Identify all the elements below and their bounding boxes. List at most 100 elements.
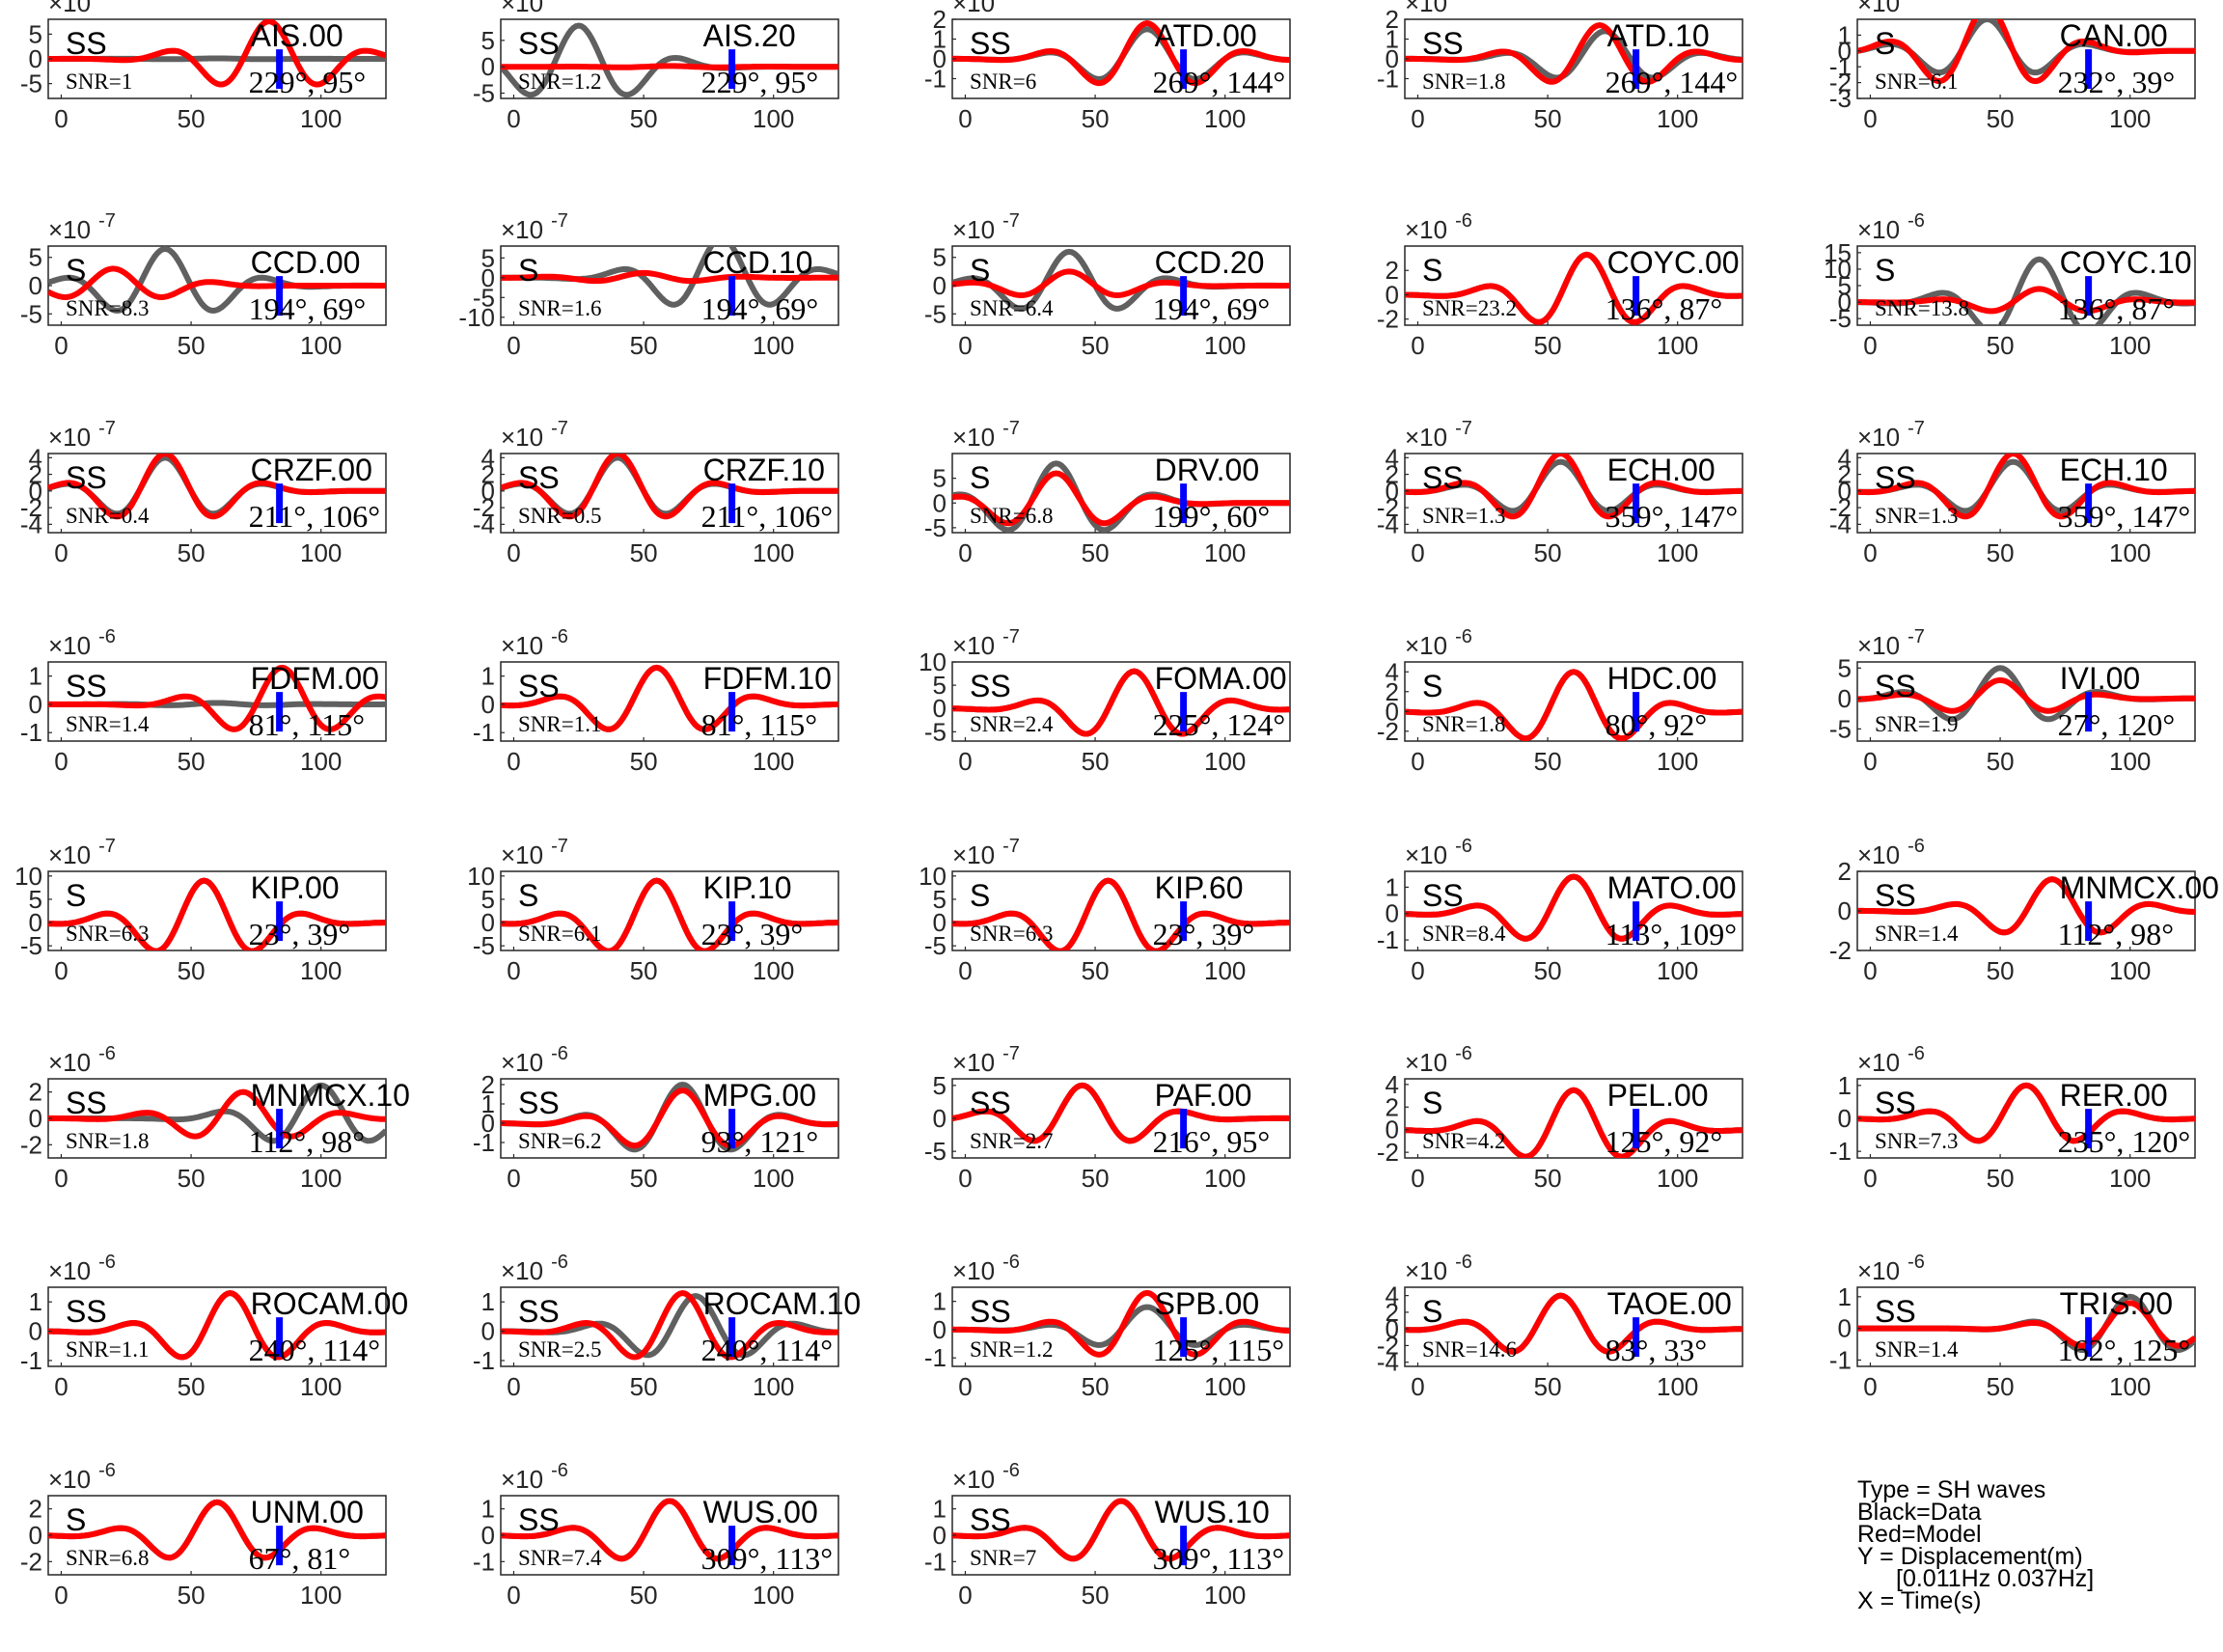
x-tick-label: 50 <box>178 956 206 985</box>
axes-box <box>1856 1078 2196 1159</box>
y-tick-label: 1 <box>1838 20 1852 49</box>
x-tick-label: 0 <box>54 747 68 776</box>
phase-label: SS <box>518 1502 560 1537</box>
model-trace <box>48 664 386 732</box>
station-label: IVI.00 <box>2060 661 2141 696</box>
waveforms <box>952 1498 1290 1562</box>
model-trace <box>501 63 838 70</box>
x-tick-label: 50 <box>1082 1581 1110 1610</box>
exponent-label: ×10-6 <box>48 1252 116 1285</box>
x-tick-label: 0 <box>54 1581 68 1610</box>
x-tick-label: 0 <box>1411 104 1424 133</box>
y-tick-label: -5 <box>20 299 42 328</box>
y-tick-label: -5 <box>924 931 947 960</box>
x-tick-label: 100 <box>1204 538 1246 567</box>
snr-label: SNR=1.9 <box>1875 712 1958 736</box>
y-tick-label: -5 <box>473 283 495 312</box>
x-tick-label: 100 <box>2109 747 2151 776</box>
legend-yaxis: Y = Displacement(m) <box>1857 1543 2083 1570</box>
x-tick-label: 100 <box>753 1581 794 1610</box>
x-tick-label: 50 <box>1082 956 1110 985</box>
waveforms <box>501 454 838 520</box>
y-tick-label: 2 <box>481 460 495 489</box>
waveforms <box>501 22 838 98</box>
exponent-label: ×10-6 <box>952 1252 1020 1285</box>
exponent-label: ×10-7 <box>501 210 568 244</box>
y-tick-label: 2 <box>1386 1092 1399 1121</box>
azimuth-label: 23°, 39° <box>1153 917 1255 951</box>
y-tick-label: -1 <box>1829 52 1852 81</box>
exponent-label: ×10-6 <box>501 1043 568 1077</box>
x-tick-label: 100 <box>2109 538 2151 567</box>
y-tick-label: -5 <box>473 931 495 960</box>
x-tick-label: 100 <box>753 331 794 360</box>
y-tick-label: 0 <box>29 44 42 73</box>
x-tick-label: 0 <box>54 104 68 133</box>
azimuth-label: 83°, 33° <box>1606 1333 1708 1367</box>
legend-band: [0.011Hz 0.037Hz] <box>1896 1565 2094 1592</box>
x-tick-label: 100 <box>753 1164 794 1193</box>
azimuth-label: 269°, 144° <box>1153 65 1286 99</box>
y-tick-label: 10 <box>467 862 495 891</box>
azimuth-label: 112°, 98° <box>2058 917 2174 951</box>
station-label: KIP.10 <box>703 870 792 905</box>
station-label: FDFM.00 <box>251 661 379 696</box>
phase-label: SS <box>1875 1086 1916 1120</box>
y-tick-label: 1 <box>481 1287 495 1316</box>
phase-label: SS <box>1875 460 1916 495</box>
azimuth-label: 67°, 81° <box>249 1541 351 1576</box>
x-tick-label: 100 <box>2109 331 2151 360</box>
y-tick-label: 0 <box>481 263 495 292</box>
station-label: CRZF.00 <box>251 453 372 487</box>
x-tick-label: 0 <box>507 1164 520 1193</box>
x-tick-label: 50 <box>178 538 206 567</box>
exponent-label: ×10-7 <box>1857 626 1925 660</box>
azimuth-label: 81°, 115° <box>249 707 365 742</box>
snr-label: SNR=1.2 <box>518 69 601 94</box>
station-label: CCD.20 <box>1155 245 1265 280</box>
y-tick-label: 4 <box>1386 1281 1399 1310</box>
station-label: UNM.00 <box>251 1495 364 1529</box>
model-trace <box>501 1290 838 1361</box>
y-tick-label: 0 <box>481 1521 495 1550</box>
phase-label: SS <box>66 1086 107 1120</box>
y-tick-label: -5 <box>924 717 947 746</box>
x-tick-label: 0 <box>1863 1164 1877 1193</box>
exponent-label: ×10-7 <box>952 626 1020 660</box>
station-label: KIP.00 <box>251 870 340 905</box>
x-tick-label: 50 <box>1534 1164 1562 1193</box>
y-tick-label: -2 <box>1377 1138 1399 1167</box>
exponent-label: ×10-6 <box>501 1460 568 1494</box>
waveforms <box>952 1082 1290 1144</box>
azimuth-label: 309°, 113° <box>701 1541 833 1576</box>
waveforms <box>952 877 1290 950</box>
exponent-label: ×10-6 <box>1857 836 1925 869</box>
x-tick-label: 100 <box>300 1372 342 1401</box>
y-tick-label: -5 <box>924 299 947 328</box>
azimuth-label: 136°, 87° <box>1606 291 1723 326</box>
exponent-label: ×10-7 <box>48 418 116 452</box>
x-tick-label: 50 <box>630 1372 658 1401</box>
azimuth-label: 162°, 125° <box>2058 1333 2191 1367</box>
x-tick-label: 50 <box>1987 104 2015 133</box>
y-tick-label: 2 <box>481 1070 495 1099</box>
y-tick-label: 4 <box>481 443 495 472</box>
y-tick-label: 5 <box>29 885 42 914</box>
waveforms <box>1857 1293 2195 1353</box>
x-tick-label: 0 <box>1411 331 1424 360</box>
phase-label: S <box>1422 253 1442 288</box>
y-tick-label: 0 <box>933 908 947 937</box>
y-tick-label: 5 <box>1838 653 1852 682</box>
y-tick-label: 5 <box>933 1071 947 1100</box>
model-trace <box>952 1082 1290 1144</box>
waveforms <box>1857 876 2195 936</box>
station-label: FOMA.00 <box>1155 661 1287 696</box>
phase-label: S <box>1422 669 1442 703</box>
phase-label: SS <box>518 1294 560 1329</box>
station-label: ROCAM.10 <box>703 1286 862 1321</box>
model-trace <box>501 1087 838 1149</box>
y-tick-label: 1 <box>1386 25 1399 54</box>
